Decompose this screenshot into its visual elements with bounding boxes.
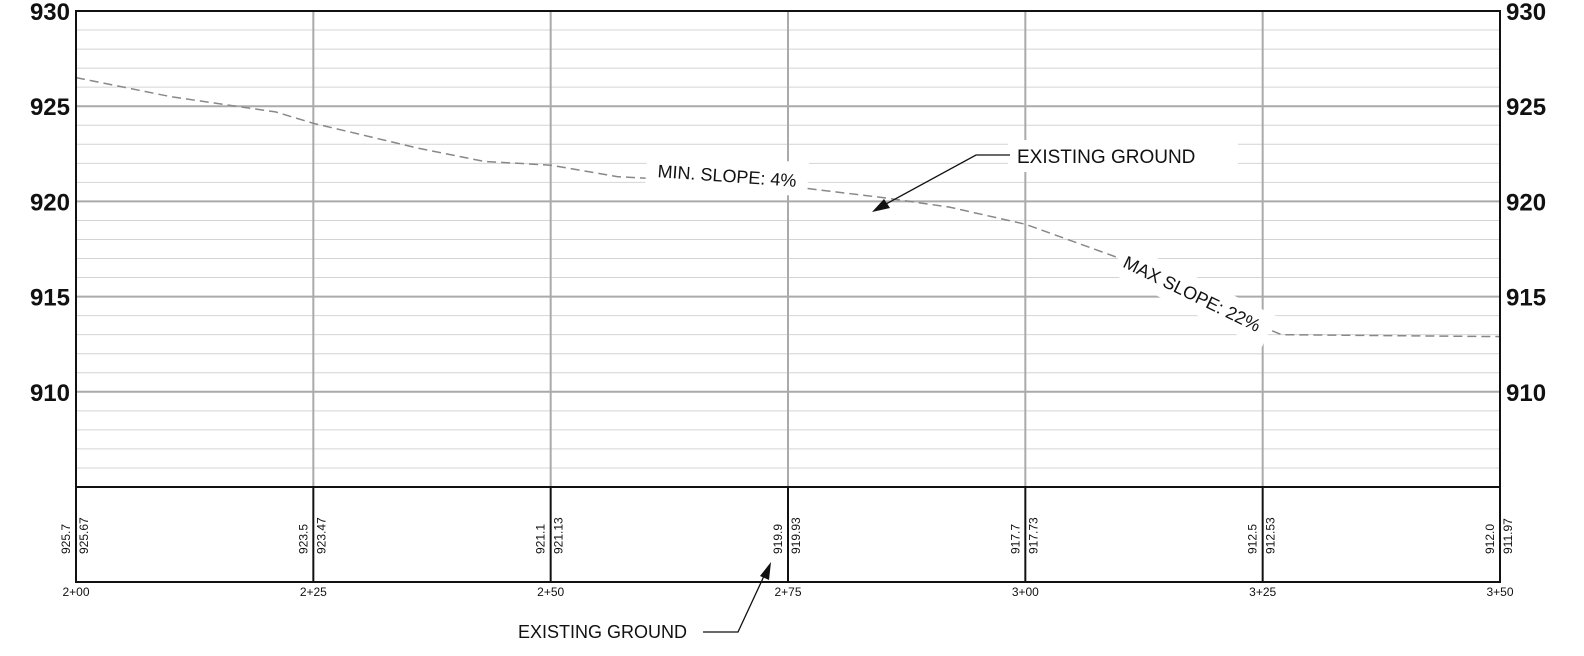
table-value-lower: 921.13 bbox=[552, 517, 566, 554]
elevation-label-right: 920 bbox=[1506, 189, 1546, 216]
table-value-upper: 921.1 bbox=[534, 524, 548, 554]
station-label: 2+75 bbox=[774, 585, 801, 599]
station-labels: 2+00 2+25 2+50 2+75 3+00 3+25 3+50 bbox=[62, 585, 1513, 599]
station-label: 3+00 bbox=[1012, 585, 1039, 599]
table-value-upper: 917.7 bbox=[1008, 524, 1022, 554]
right-elevation-labels: 910 915 920 925 930 bbox=[1506, 0, 1546, 407]
existing-ground-callout-bottom: EXISTING GROUND bbox=[518, 562, 771, 642]
elevation-label-right: 910 bbox=[1506, 380, 1546, 407]
elevation-label-left: 915 bbox=[30, 285, 70, 312]
table-value-upper: 912.5 bbox=[1246, 524, 1260, 554]
elevation-label-left: 925 bbox=[30, 94, 70, 121]
station-label: 3+25 bbox=[1249, 585, 1276, 599]
data-table-values: 925.7 925.67 923.5 923.47 921.1 921.13 919.9 91… bbox=[59, 517, 1515, 554]
leader-arrowhead-bottom bbox=[760, 562, 771, 580]
station-label: 2+50 bbox=[537, 585, 564, 599]
table-value-lower: 912.53 bbox=[1264, 517, 1278, 554]
min-slope-note: MIN. SLOPE: 4% bbox=[645, 151, 810, 197]
table-value-lower: 923.47 bbox=[314, 517, 328, 554]
existing-ground-label-top: EXISTING GROUND bbox=[1017, 147, 1195, 168]
elevation-label-right: 925 bbox=[1506, 94, 1546, 121]
major-grid bbox=[76, 10, 1500, 487]
station-label: 2+25 bbox=[300, 585, 327, 599]
table-value-lower: 925.67 bbox=[77, 517, 91, 554]
elevation-label-right: 915 bbox=[1506, 285, 1546, 312]
table-value-lower: 911.97 bbox=[1501, 518, 1515, 554]
table-value-upper: 925.7 bbox=[59, 524, 73, 554]
existing-ground-label-bottom: EXISTING GROUND bbox=[518, 622, 687, 642]
table-value-upper: 919.9 bbox=[771, 524, 785, 554]
elevation-label-left: 920 bbox=[30, 189, 70, 216]
left-elevation-labels: 910 915 920 925 930 bbox=[30, 0, 70, 407]
table-value-upper: 923.5 bbox=[296, 524, 310, 554]
elevation-label-left: 930 bbox=[30, 0, 70, 26]
leader-arrowhead bbox=[872, 199, 890, 212]
station-label: 3+50 bbox=[1486, 585, 1513, 599]
max-slope-label: MAX SLOPE: 22% bbox=[1120, 252, 1264, 336]
elevation-label-right: 930 bbox=[1506, 0, 1546, 26]
existing-ground-callout-top: EXISTING GROUND bbox=[872, 140, 1238, 212]
table-value-upper: 912.0 bbox=[1483, 524, 1497, 554]
elevation-label-left: 910 bbox=[30, 380, 70, 407]
data-table-lines bbox=[312, 487, 1264, 582]
table-value-lower: 919.93 bbox=[789, 517, 803, 554]
table-value-lower: 917.73 bbox=[1026, 517, 1040, 554]
station-label: 2+00 bbox=[62, 585, 89, 599]
